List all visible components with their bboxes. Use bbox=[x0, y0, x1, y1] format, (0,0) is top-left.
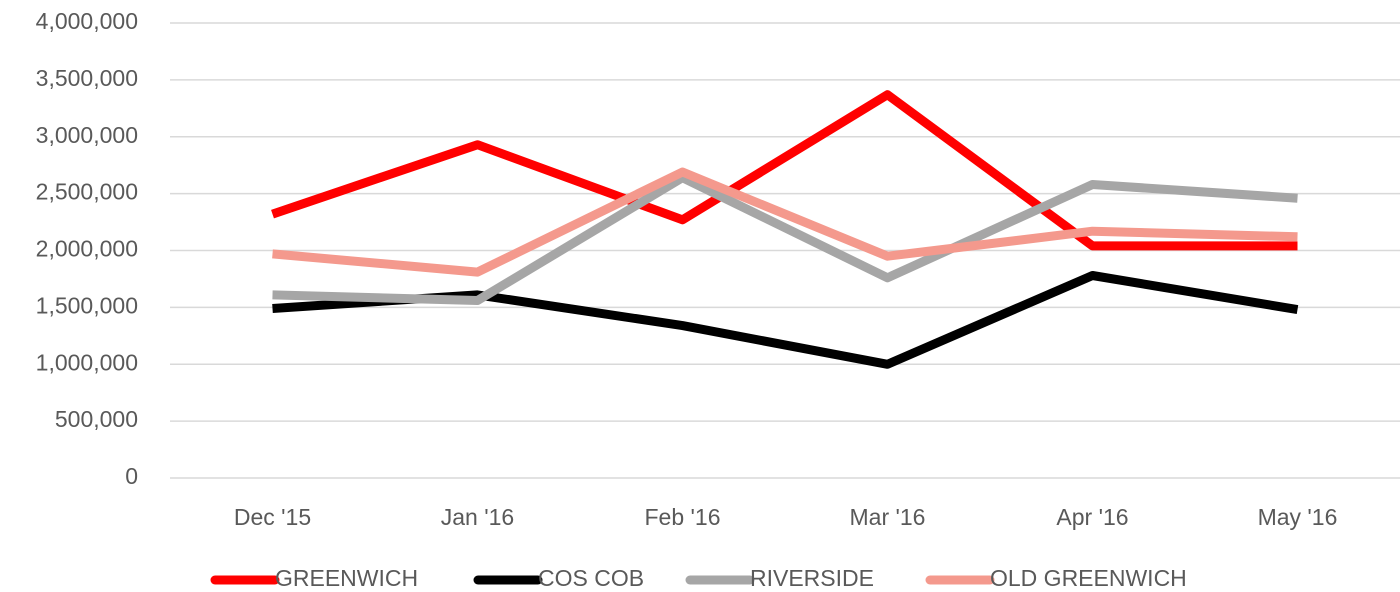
x-tick-label: Apr '16 bbox=[1056, 504, 1128, 530]
legend-label: OLD GREENWICH bbox=[990, 565, 1187, 591]
y-tick-label: 3,000,000 bbox=[36, 122, 138, 148]
x-tick-label: Dec '15 bbox=[234, 504, 311, 530]
x-tick-label: May '16 bbox=[1258, 504, 1338, 530]
y-tick-label: 1,000,000 bbox=[36, 349, 138, 375]
y-tick-label: 2,000,000 bbox=[36, 236, 138, 262]
y-tick-label: 0 bbox=[125, 463, 138, 489]
x-tick-label: Feb '16 bbox=[645, 504, 721, 530]
series-line bbox=[272, 173, 1298, 305]
x-tick-label: Mar '16 bbox=[850, 504, 926, 530]
legend-label: GREENWICH bbox=[275, 565, 418, 591]
y-tick-label: 500,000 bbox=[55, 406, 138, 432]
y-tick-label: 4,000,000 bbox=[36, 8, 138, 34]
y-tick-label: 1,500,000 bbox=[36, 292, 138, 318]
y-tick-label: 2,500,000 bbox=[36, 179, 138, 205]
series-line bbox=[271, 90, 1298, 251]
series-line bbox=[272, 167, 1298, 277]
series-line bbox=[272, 271, 1299, 369]
legend-label: RIVERSIDE bbox=[750, 565, 874, 591]
x-tick-label: Jan '16 bbox=[441, 504, 514, 530]
legend-label: COS COB bbox=[538, 565, 644, 591]
y-tick-label: 3,500,000 bbox=[36, 65, 138, 91]
